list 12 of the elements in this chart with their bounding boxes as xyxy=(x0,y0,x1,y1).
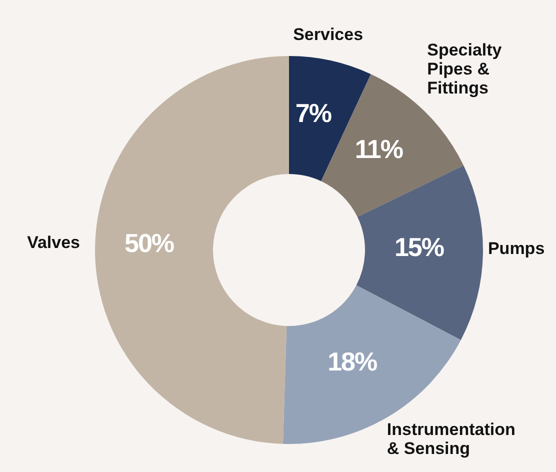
slice-label: Instrumentation & Sensing xyxy=(386,420,516,458)
slice-label: Valves xyxy=(27,232,80,252)
data-label: 18% xyxy=(328,346,378,377)
slice-label: Services xyxy=(293,24,364,44)
slice-label: Specialty Pipes & Fittings xyxy=(427,40,502,98)
data-label: 15% xyxy=(394,232,444,262)
data-label: 7% xyxy=(295,98,332,128)
donut-slice xyxy=(95,56,289,444)
data-label: 11% xyxy=(354,134,404,164)
donut-slice xyxy=(356,165,483,340)
slice-label: Pumps xyxy=(488,239,545,258)
data-label: 50% xyxy=(124,228,174,258)
